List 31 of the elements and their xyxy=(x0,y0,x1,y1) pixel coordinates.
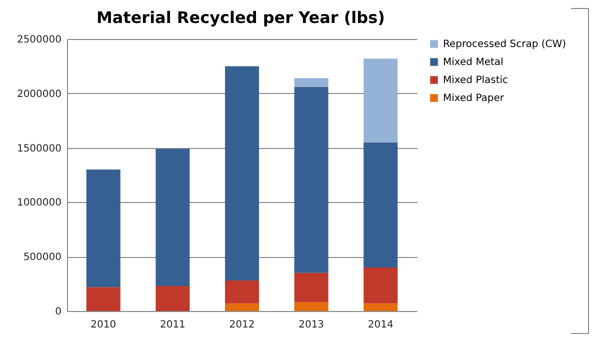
x-tick-label: 2011 xyxy=(160,320,186,330)
bar xyxy=(364,267,398,304)
y-tick-label: 1500000 xyxy=(16,143,62,154)
legend-label: Mixed Paper xyxy=(443,93,505,104)
bar xyxy=(294,272,328,302)
bar xyxy=(294,302,328,311)
legend-label: Mixed Metal xyxy=(443,57,504,68)
bar xyxy=(294,78,328,87)
y-tick-label: 0 xyxy=(55,306,62,318)
bar xyxy=(225,280,259,304)
chart-title: Material Recycled per Year (lbs) xyxy=(96,8,385,27)
x-tick-label: 2014 xyxy=(368,320,394,330)
bar xyxy=(364,58,398,142)
bar xyxy=(364,142,398,268)
legend-label: Mixed Plastic xyxy=(443,75,508,86)
legend-label: Reprocessed Scrap (CW) xyxy=(443,39,566,50)
bar xyxy=(86,287,120,311)
bar xyxy=(156,148,190,286)
x-tick-label: 2013 xyxy=(298,320,324,330)
bar xyxy=(225,303,259,311)
x-tick-label: 2010 xyxy=(90,320,116,330)
bar xyxy=(225,66,259,281)
bar xyxy=(294,86,328,273)
y-tick-label: 500000 xyxy=(23,252,62,264)
bar xyxy=(86,170,120,288)
bar xyxy=(156,286,190,311)
x-tick-label: 2012 xyxy=(229,320,255,330)
y-tick-label: 2000000 xyxy=(16,88,62,100)
bar xyxy=(364,303,398,311)
y-tick-label: 1000000 xyxy=(16,198,62,209)
y-tick-label: 2500000 xyxy=(16,34,62,46)
